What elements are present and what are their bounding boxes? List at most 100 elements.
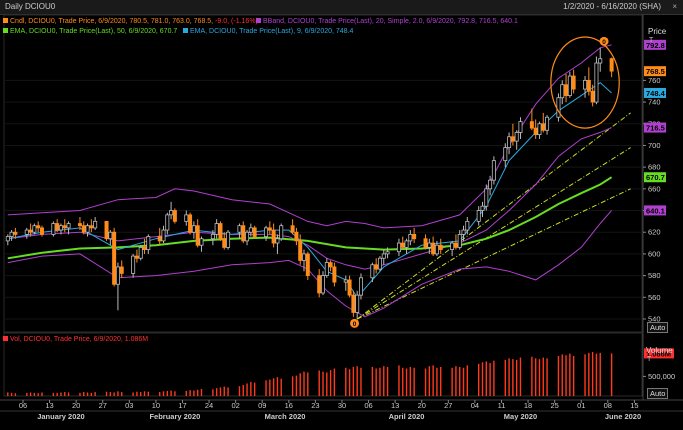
candle[interactable] bbox=[214, 219, 219, 239]
candle[interactable] bbox=[358, 273, 363, 300]
candle[interactable] bbox=[36, 221, 41, 233]
candle[interactable] bbox=[438, 238, 443, 254]
candle[interactable] bbox=[503, 143, 508, 168]
candle[interactable] bbox=[39, 225, 44, 237]
candle[interactable] bbox=[571, 69, 576, 94]
candle[interactable] bbox=[226, 230, 231, 250]
candle[interactable] bbox=[594, 56, 599, 105]
candle[interactable] bbox=[317, 269, 322, 298]
candle[interactable] bbox=[480, 201, 485, 218]
candle[interactable] bbox=[267, 221, 272, 235]
candle[interactable] bbox=[556, 93, 561, 122]
candle[interactable] bbox=[104, 220, 109, 241]
candle[interactable] bbox=[290, 219, 295, 235]
candle[interactable] bbox=[252, 225, 257, 239]
candle[interactable] bbox=[93, 217, 98, 231]
candle[interactable] bbox=[142, 238, 147, 254]
candle[interactable] bbox=[172, 208, 177, 224]
candle[interactable] bbox=[81, 221, 86, 235]
candle[interactable] bbox=[461, 225, 466, 241]
candle[interactable] bbox=[434, 240, 439, 257]
candle[interactable] bbox=[302, 249, 307, 272]
candle[interactable] bbox=[491, 156, 496, 185]
candle[interactable] bbox=[237, 223, 242, 239]
candle[interactable] bbox=[374, 258, 379, 274]
candle[interactable] bbox=[396, 238, 401, 257]
candle[interactable] bbox=[218, 221, 223, 241]
candle[interactable] bbox=[66, 221, 71, 235]
candle[interactable] bbox=[9, 230, 14, 241]
candle[interactable] bbox=[298, 234, 303, 265]
candle[interactable] bbox=[191, 221, 196, 239]
candle[interactable] bbox=[476, 206, 481, 226]
candle[interactable] bbox=[347, 275, 352, 298]
candle[interactable] bbox=[115, 262, 120, 311]
candle[interactable] bbox=[598, 47, 603, 72]
candle[interactable] bbox=[85, 223, 90, 237]
candle[interactable] bbox=[271, 223, 276, 248]
candle[interactable] bbox=[138, 245, 143, 261]
candle[interactable] bbox=[5, 234, 10, 246]
candle[interactable] bbox=[514, 130, 519, 150]
candle[interactable] bbox=[457, 230, 462, 250]
candle[interactable] bbox=[108, 230, 113, 246]
candle[interactable] bbox=[320, 271, 325, 296]
candle[interactable] bbox=[51, 221, 56, 237]
candle[interactable] bbox=[324, 258, 329, 278]
candle[interactable] bbox=[533, 119, 538, 139]
candle[interactable] bbox=[134, 249, 139, 263]
candle[interactable] bbox=[590, 84, 595, 107]
candle[interactable] bbox=[146, 234, 151, 254]
candle[interactable] bbox=[408, 230, 413, 246]
candle[interactable] bbox=[77, 217, 82, 231]
candle[interactable] bbox=[210, 230, 215, 246]
candle[interactable] bbox=[32, 223, 37, 235]
candle[interactable] bbox=[248, 223, 253, 237]
candle[interactable] bbox=[195, 219, 200, 248]
candle[interactable] bbox=[28, 223, 33, 237]
candle[interactable] bbox=[427, 238, 432, 254]
candle[interactable] bbox=[545, 115, 550, 135]
candle[interactable] bbox=[423, 234, 428, 250]
candle[interactable] bbox=[184, 210, 189, 226]
candle[interactable] bbox=[385, 247, 390, 259]
candle[interactable] bbox=[188, 212, 193, 235]
candle[interactable] bbox=[62, 219, 67, 233]
candle[interactable] bbox=[294, 227, 299, 246]
candle[interactable] bbox=[488, 175, 493, 196]
candle[interactable] bbox=[131, 253, 136, 278]
candle[interactable] bbox=[275, 234, 280, 254]
candle[interactable] bbox=[586, 67, 591, 96]
candle[interactable] bbox=[541, 112, 546, 133]
candle[interactable] bbox=[355, 290, 360, 319]
candle[interactable] bbox=[343, 275, 348, 291]
candle[interactable] bbox=[518, 117, 523, 139]
candle[interactable] bbox=[537, 121, 542, 139]
candle[interactable] bbox=[279, 223, 284, 241]
candle[interactable] bbox=[58, 223, 63, 235]
candle[interactable] bbox=[377, 256, 382, 272]
candle[interactable] bbox=[381, 249, 386, 265]
candle[interactable] bbox=[609, 57, 614, 78]
volume-auto-button[interactable]: Auto bbox=[647, 388, 669, 399]
candle[interactable] bbox=[450, 240, 455, 257]
candle[interactable] bbox=[465, 217, 470, 235]
candle[interactable] bbox=[161, 225, 166, 244]
candle[interactable] bbox=[245, 230, 250, 246]
candle[interactable] bbox=[328, 260, 333, 272]
candle[interactable] bbox=[112, 227, 117, 287]
price-auto-button[interactable]: Auto bbox=[647, 322, 669, 333]
candle[interactable] bbox=[119, 260, 124, 278]
candle[interactable] bbox=[89, 219, 94, 233]
candle[interactable] bbox=[165, 212, 170, 235]
candle[interactable] bbox=[560, 80, 565, 105]
candle[interactable] bbox=[222, 232, 227, 250]
close-icon[interactable]: × bbox=[672, 2, 677, 11]
candle[interactable] bbox=[370, 262, 375, 283]
candle[interactable] bbox=[305, 251, 310, 280]
candle[interactable] bbox=[529, 108, 534, 131]
candle[interactable] bbox=[431, 236, 436, 257]
candle[interactable] bbox=[583, 76, 588, 98]
candle[interactable] bbox=[564, 73, 569, 103]
